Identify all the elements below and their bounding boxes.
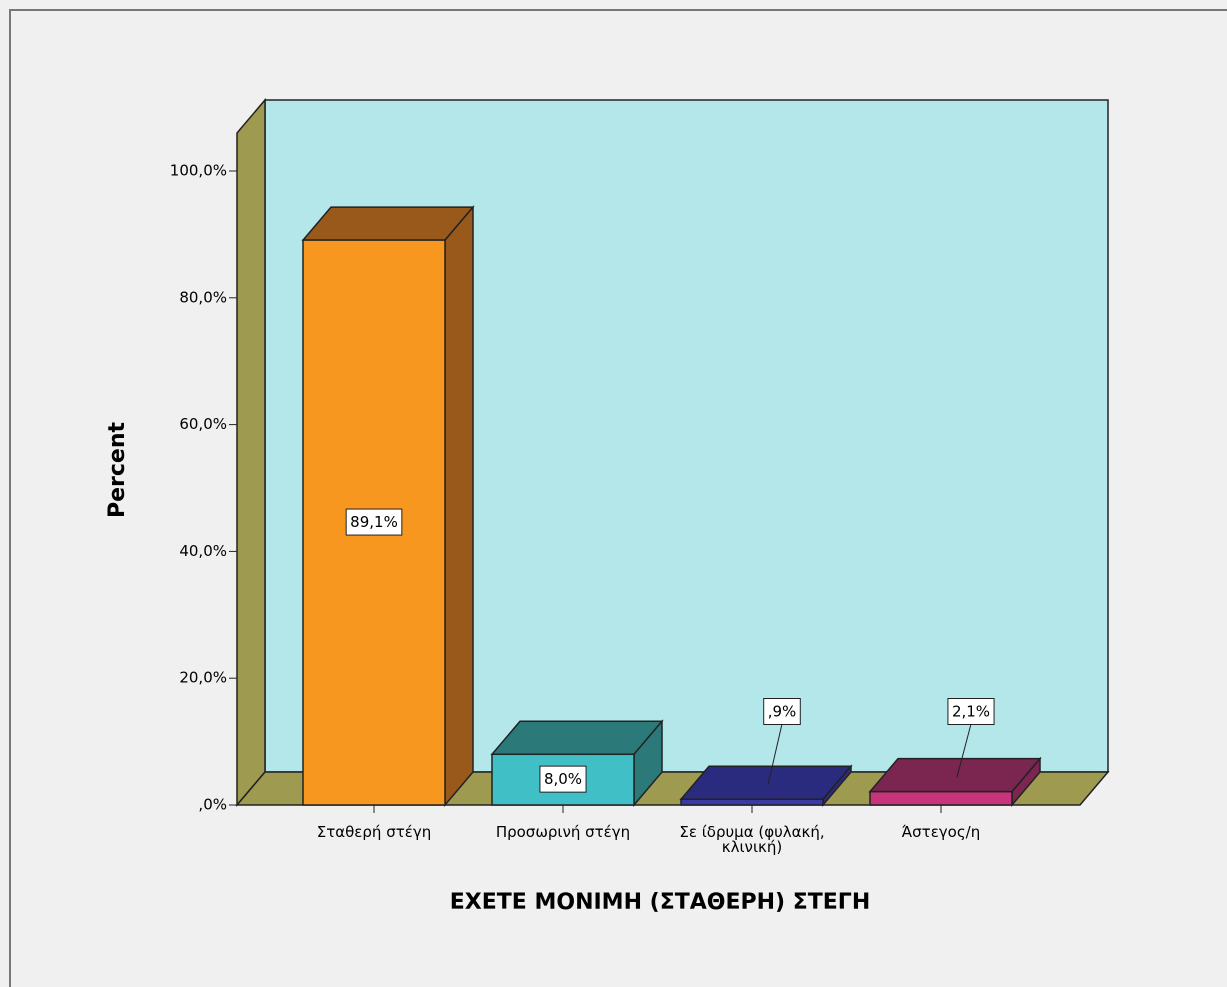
x-tick-label: Σταθερή στέγη	[316, 823, 432, 841]
x-axis-title: ΕΧΕΤΕ ΜΟΝΙΜΗ (ΣΤΑΘΕΡΗ) ΣΤΕΓΗ	[450, 890, 870, 915]
leader-line	[956, 723, 972, 778]
value-label-box	[947, 698, 995, 725]
y-tick-label: ,0%	[198, 796, 227, 814]
bar-top	[490, 720, 664, 756]
value-label: 2,1%	[952, 703, 990, 721]
x-tick-label: Προσωρινή στέγη	[495, 823, 631, 841]
bar-top	[679, 765, 853, 801]
bar-side	[444, 205, 474, 808]
value-label-box	[763, 698, 801, 725]
y-tick-label: 60,0%	[179, 415, 227, 433]
bar	[680, 798, 824, 806]
leader-line	[767, 723, 783, 785]
x-tick-label: Σε ίδρυμα (φυλακή, κλινική)	[679, 823, 825, 856]
y-tick-label: 80,0%	[179, 288, 227, 306]
y-axis-title: Percent	[105, 422, 130, 519]
value-label: 89,1%	[350, 513, 398, 531]
value-label: 8,0%	[544, 770, 582, 788]
value-label-box	[345, 508, 403, 536]
value-label-box	[539, 765, 587, 793]
y-tick-label: 40,0%	[179, 542, 227, 560]
y-tick-label: 20,0%	[179, 669, 227, 687]
bar-top	[868, 757, 1042, 793]
x-tick-label: Άστεγος/η	[901, 823, 981, 841]
bar-top	[301, 206, 475, 241]
bar	[869, 790, 1013, 806]
side-wall	[236, 97, 266, 808]
value-label: ,9%	[768, 703, 797, 721]
y-tick-label: 100,0%	[170, 162, 227, 180]
